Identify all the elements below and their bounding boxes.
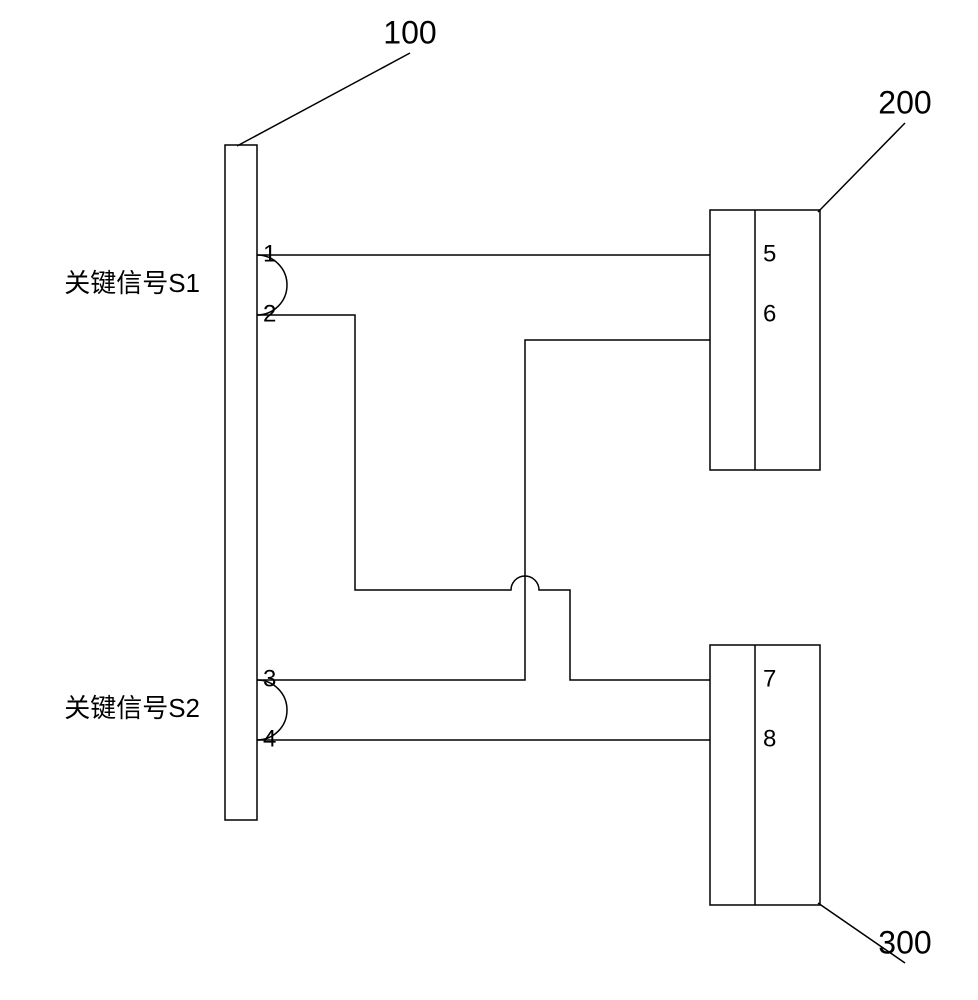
wire-p3-p6 <box>257 340 710 680</box>
svg-text:7: 7 <box>763 665 776 692</box>
svg-text:关键信号S2: 关键信号S2 <box>64 693 200 723</box>
wire-p2-p7 <box>257 315 710 680</box>
svg-text:200: 200 <box>878 84 931 120</box>
svg-text:5: 5 <box>763 240 776 267</box>
svg-text:关键信号S1: 关键信号S1 <box>64 268 200 298</box>
svg-text:300: 300 <box>878 924 931 960</box>
svg-text:1: 1 <box>263 240 276 267</box>
svg-text:100: 100 <box>383 14 436 50</box>
svg-text:3: 3 <box>263 665 276 692</box>
svg-text:8: 8 <box>763 725 776 752</box>
svg-text:6: 6 <box>763 300 776 327</box>
